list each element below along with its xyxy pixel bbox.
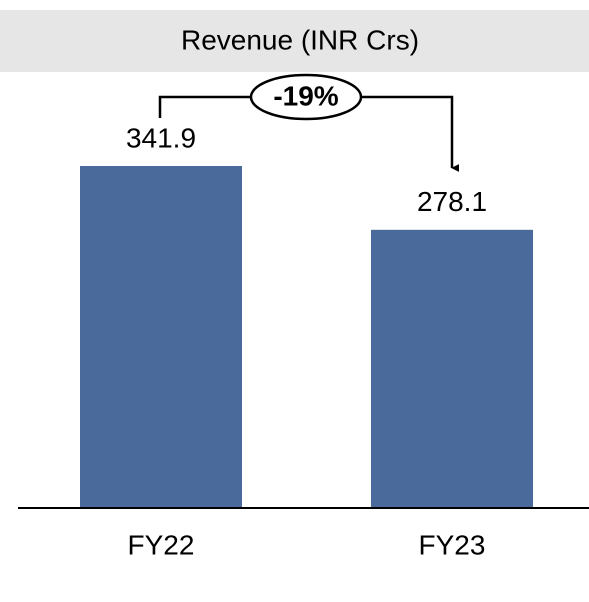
title-band <box>0 10 589 72</box>
data-label: 278.1 <box>417 186 487 217</box>
annotation-oval <box>249 73 363 121</box>
chart-title: Revenue (INR Crs) <box>181 24 419 55</box>
annotation: -19% <box>273 80 338 111</box>
x-tick-label: FY23 <box>419 529 486 560</box>
bar <box>371 229 533 508</box>
data-label: 341.9 <box>126 122 196 153</box>
bar <box>80 166 242 508</box>
x-tick-label: FY22 <box>128 529 195 560</box>
